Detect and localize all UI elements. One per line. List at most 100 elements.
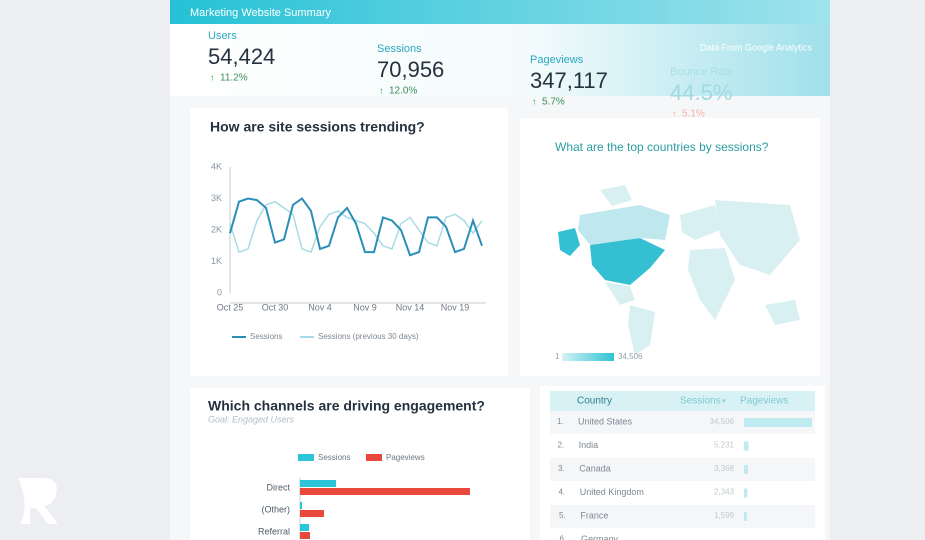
kpi-value: 347,117 [530,68,608,93]
category-label: Referral [258,526,290,536]
kpi-change: 12.0% [389,86,417,97]
bar [300,488,470,495]
scale-label: 1 [555,352,560,361]
legend-label: Pageviews [386,453,425,462]
table-cell: France [580,510,608,520]
bar [300,532,310,539]
x-tick-label: Oct 25 [217,302,244,312]
bar [300,480,336,487]
header-bar [170,0,830,24]
logo-mark [18,478,58,524]
line-series [229,200,483,254]
y-tick-label: 0 [217,287,222,297]
pageviews-bar [744,418,812,427]
x-tick-label: Nov 19 [441,302,470,312]
chart-title: What are the top countries by sessions? [555,140,769,154]
map-africa [688,248,735,320]
world-map [558,185,800,355]
table-cell: Germany [581,534,619,540]
line-card [190,108,508,376]
table-row-bg [550,434,815,458]
bar [300,510,324,517]
kpi-value: 44.5% [670,80,732,105]
x-tick-label: Nov 9 [353,302,377,312]
pageviews-bar [744,465,748,474]
kpi-value: 54,424 [208,44,275,69]
category-label: Direct [266,482,290,492]
table-cell: 5,231 [714,441,735,450]
kpi-value: 70,956 [377,57,444,82]
y-tick-label: 3K [211,193,222,203]
table-cell: 2. [558,441,565,450]
y-tick-label: 2K [211,224,222,234]
table-row-bg [550,411,815,434]
legend-swatch [366,454,382,461]
legend-label: Sessions [250,332,282,341]
map-australia [765,300,800,325]
table-row-bg [550,481,815,505]
map-alaska [558,228,580,256]
table-cell: 5. [559,511,566,520]
chart-title: How are site sessions trending? [210,119,425,135]
table-header: Country [577,396,612,407]
sort-arrow: ▾ [722,398,726,405]
kpi-label: Users [208,30,237,42]
y-tick-label: 1K [211,256,222,266]
map-europe [680,205,720,240]
table-cell: 4. [559,488,566,497]
map-asia [715,200,800,275]
table-cell: India [579,440,599,450]
legend-label: Sessions [318,453,350,462]
category-label: (Other) [261,504,290,514]
table-header-bg [550,391,815,411]
x-tick-label: Nov 14 [396,302,425,312]
kpi-arrow: ↑ [672,108,677,118]
kpi-change: 11.2% [220,73,248,84]
table-cell: 3. [558,464,565,473]
table-cell: Canada [579,463,611,473]
map-usa [590,238,665,285]
table-cell: 34,506 [710,417,735,426]
table-header: Pageviews [740,396,788,407]
table-row-bg [550,458,815,481]
x-tick-label: Nov 4 [308,302,332,312]
kpi-label: Pageviews [530,54,584,66]
map-canada [578,205,670,245]
kpi-arrow: ↑ [532,96,537,106]
map-scale-bar [562,353,614,361]
kpi-change: 5.1% [682,109,705,120]
pageviews-bar [744,512,747,521]
table-cell: 3,368 [714,464,735,473]
table-header: Sessions [680,396,721,407]
bar [300,502,302,509]
map-mexico [605,282,635,305]
map-greenland [600,185,632,206]
header-source: Data From Google Analytics [700,42,813,52]
x-tick-label: Oct 30 [262,302,289,312]
table-cell: 1. [557,417,564,426]
kpi-arrow: ↑ [210,72,215,82]
table-row-bg [550,505,815,528]
table-cell: 6. [560,535,567,540]
kpi-band [170,24,830,96]
kpi-label: Bounce Rate [670,66,734,78]
kpi-change: 5.7% [542,97,565,108]
line-series [229,197,483,257]
table-cell: 2,343 [714,488,735,497]
kpi-arrow: ↑ [379,85,384,95]
pageviews-bar [744,488,748,498]
table-cell: United Kingdom [580,487,644,497]
map-south-america [628,305,655,355]
bar [300,524,309,531]
chart-subtitle: Goal: Engaged Users [208,414,295,424]
logo [18,478,58,524]
table-row-bg [550,528,815,540]
chart-title: Which channels are driving engagement? [208,398,485,414]
scale-label: 34,506 [618,352,643,361]
bar-card [190,388,530,540]
kpi-label: Sessions [377,43,422,55]
y-tick-label: 4K [211,161,222,171]
table-cell: 1,599 [714,511,735,520]
